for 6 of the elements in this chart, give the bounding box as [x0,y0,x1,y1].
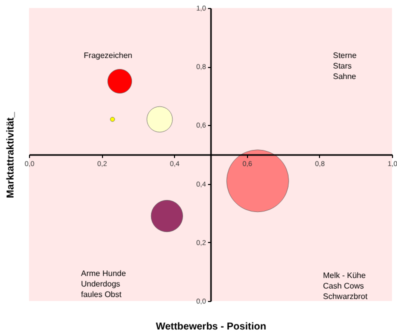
x-axis-title: Wettbewerbs - Position [156,322,266,332]
y-axis-title: Marktattraktivität_ [6,111,16,198]
annotation: Fragezeichen [84,51,132,60]
annotation: Sterne Stars Sahne [333,51,358,81]
annotation: Melk - Kühe Cash Cows Schwarzbrot [323,271,368,301]
annotation: Arme Hunde Underdogs faules Obst [81,269,126,299]
